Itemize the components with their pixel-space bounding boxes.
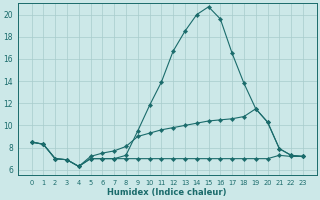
X-axis label: Humidex (Indice chaleur): Humidex (Indice chaleur) xyxy=(108,188,227,197)
